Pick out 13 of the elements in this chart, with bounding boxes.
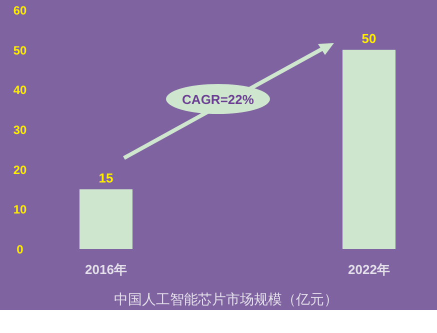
data-label: 50 xyxy=(362,30,376,46)
x-tick-label: 2016年 xyxy=(85,262,127,277)
y-tick-label: 60 xyxy=(13,4,27,18)
y-tick-label: 20 xyxy=(13,162,27,177)
y-tick-label: 30 xyxy=(13,123,27,137)
y-tick-label: 40 xyxy=(13,83,27,98)
y-tick-label: 10 xyxy=(13,202,27,217)
x-axis-title: 中国人工智能芯片市场规模（亿元） xyxy=(114,291,338,307)
y-tick-label: 0 xyxy=(16,242,24,256)
data-label: 15 xyxy=(98,170,114,186)
y-tick-label: 50 xyxy=(13,43,27,58)
x-tick-label: 2022年 xyxy=(348,262,390,277)
annotation: CAGR=22% xyxy=(182,92,254,107)
